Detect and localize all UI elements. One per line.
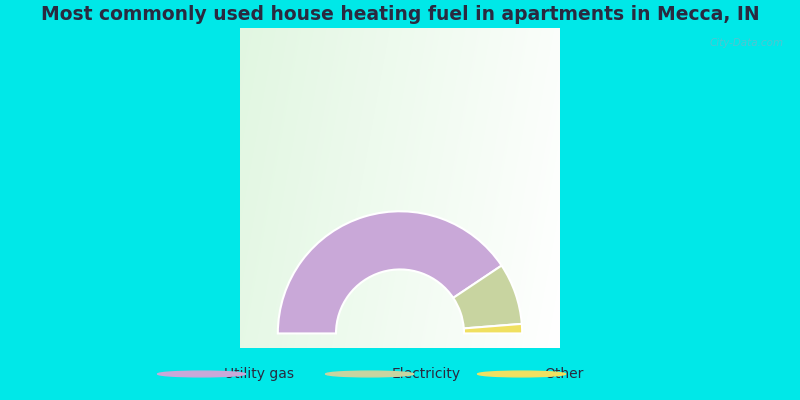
- Wedge shape: [278, 211, 502, 334]
- Text: Most commonly used house heating fuel in apartments in Mecca, IN: Most commonly used house heating fuel in…: [41, 4, 759, 24]
- Circle shape: [326, 371, 414, 377]
- Text: Electricity: Electricity: [392, 367, 461, 381]
- Text: City-Data.com: City-Data.com: [710, 38, 784, 48]
- Text: Other: Other: [544, 367, 583, 381]
- Circle shape: [478, 371, 566, 377]
- Text: Utility gas: Utility gas: [224, 367, 294, 381]
- Wedge shape: [464, 324, 522, 334]
- Circle shape: [158, 371, 246, 377]
- Wedge shape: [454, 266, 522, 328]
